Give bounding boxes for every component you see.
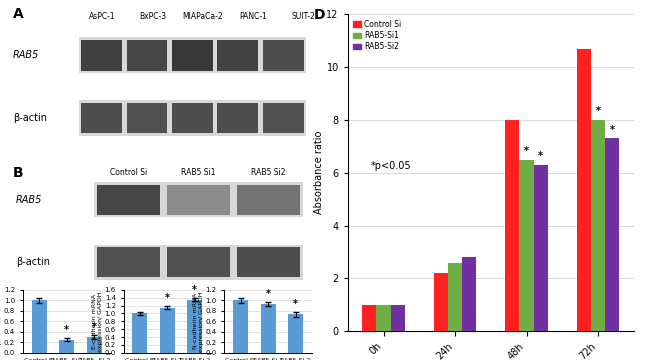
Bar (288, 315, 303, 353)
Bar (237, 185, 300, 215)
Bar (98, 185, 160, 215)
Bar (127, 40, 168, 71)
Text: β-actin: β-actin (16, 257, 50, 267)
Text: *: * (538, 151, 543, 161)
Text: BxPC-3: BxPC-3 (139, 12, 166, 21)
Bar (519, 159, 534, 331)
Bar (577, 49, 591, 331)
Bar (261, 304, 276, 353)
Bar (167, 247, 230, 277)
Text: *: * (165, 293, 170, 303)
Bar (591, 120, 605, 331)
Text: D: D (313, 8, 325, 22)
Text: SUIT-2: SUIT-2 (291, 12, 315, 21)
Legend: Control Si, RAB5-Si1, RAB5-Si2: Control Si, RAB5-Si1, RAB5-Si2 (352, 18, 402, 53)
Bar (237, 247, 300, 277)
Text: *: * (64, 325, 69, 335)
Text: B: B (13, 166, 23, 180)
Text: β-actin: β-actin (13, 113, 47, 123)
Bar (391, 305, 405, 331)
Bar (160, 307, 175, 353)
Text: RAB5 Si2: RAB5 Si2 (251, 168, 285, 177)
Bar (81, 40, 122, 71)
Bar (376, 305, 391, 331)
Y-axis label: Absorbance ratio: Absorbance ratio (313, 131, 324, 215)
Bar (79, 37, 306, 73)
Bar (79, 100, 306, 136)
Y-axis label: N-cadherin mRNA
expression/ GAPDH: N-cadherin mRNA expression/ GAPDH (193, 291, 204, 352)
Bar (233, 300, 248, 353)
Text: *: * (92, 322, 97, 332)
Text: *: * (524, 146, 529, 156)
Text: Control Si: Control Si (110, 168, 148, 177)
Text: *: * (595, 106, 601, 116)
Bar (127, 103, 168, 134)
Bar (217, 40, 258, 71)
Text: RAB5: RAB5 (16, 195, 42, 205)
Bar (605, 139, 619, 331)
Bar (167, 185, 230, 215)
Text: *: * (293, 299, 298, 309)
Bar (172, 40, 213, 71)
Text: *p<0.05: *p<0.05 (370, 162, 411, 171)
Y-axis label: E-cadherin mRNA
expression/ GAPDH: E-cadherin mRNA expression/ GAPDH (92, 291, 103, 352)
Bar (94, 245, 303, 280)
Bar (187, 300, 202, 353)
Text: PANC-1: PANC-1 (239, 12, 267, 21)
Text: A: A (13, 7, 24, 21)
Bar (217, 103, 258, 134)
Bar (81, 103, 122, 134)
Bar (263, 40, 304, 71)
Bar (59, 340, 74, 353)
Bar (534, 165, 548, 331)
Bar (505, 120, 519, 331)
Bar (172, 103, 213, 134)
Text: RAB5 Si1: RAB5 Si1 (181, 168, 216, 177)
Bar (32, 300, 47, 353)
Bar (263, 103, 304, 134)
Bar (94, 183, 303, 217)
Bar (133, 314, 148, 353)
Bar (362, 305, 376, 331)
Bar (448, 262, 462, 331)
Text: RAB5: RAB5 (13, 50, 40, 60)
Text: *: * (266, 289, 270, 299)
Bar (434, 273, 448, 331)
Y-axis label: RAB5 mRNA
expression/ GAPDH: RAB5 mRNA expression/ GAPDH (0, 291, 3, 352)
Bar (98, 247, 160, 277)
Bar (462, 257, 476, 331)
Text: *: * (192, 285, 198, 295)
Text: *: * (610, 125, 615, 135)
Text: MIAPaCa-2: MIAPaCa-2 (183, 12, 223, 21)
Text: AsPC-1: AsPC-1 (90, 12, 116, 21)
Bar (86, 337, 101, 353)
